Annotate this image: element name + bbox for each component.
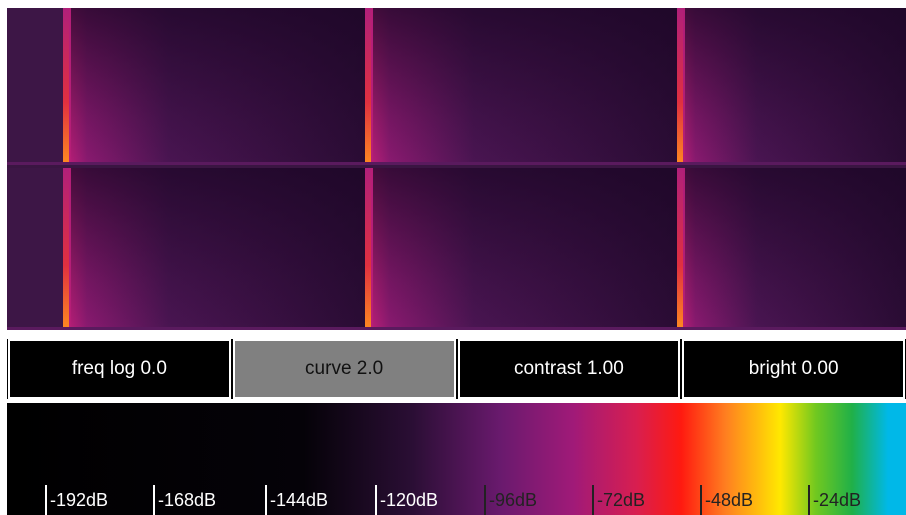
control-button[interactable]: curve 2.0: [233, 339, 456, 399]
colorbar-label: -72dB: [592, 485, 645, 515]
control-button[interactable]: contrast 1.00: [458, 339, 681, 399]
spectrogram-shade: [373, 168, 677, 330]
app: freq log 0.0curve 2.0contrast 1.00bright…: [0, 0, 906, 515]
spectrogram-onset: [365, 8, 371, 165]
colorbar-label: -144dB: [265, 485, 328, 515]
colorbar-label: -96dB: [484, 485, 537, 515]
spectrogram-onset: [365, 168, 371, 330]
spectrogram-onset: [63, 8, 69, 165]
spectrogram-band: [7, 8, 63, 165]
colorbar-label: -48dB: [700, 485, 753, 515]
spectrogram-shade: [373, 8, 677, 165]
spectrogram-shade: [71, 8, 365, 165]
spectrogram-line: [7, 162, 906, 165]
colorbar-label: -192dB: [45, 485, 108, 515]
spectrogram-shade: [71, 168, 365, 330]
spectrogram: [0, 0, 906, 332]
spectrogram-shade: [685, 8, 906, 165]
control-button[interactable]: bright 0.00: [682, 339, 905, 399]
control-button[interactable]: freq log 0.0: [8, 339, 231, 399]
colorbar-label: -120dB: [375, 485, 438, 515]
spectrogram-onset: [63, 168, 69, 330]
colorbar-label: -168dB: [153, 485, 216, 515]
colorbar: -192dB -168dB -144dB -120dB -96dB -72dB -48dB -…: [7, 403, 906, 515]
spectrogram-band: [7, 168, 63, 330]
spectrogram-line: [7, 327, 906, 330]
spectrogram-shade: [685, 168, 906, 330]
spectrogram-onset: [677, 168, 683, 330]
colorbar-label: -24dB: [808, 485, 861, 515]
spectrogram-onset: [677, 8, 683, 165]
